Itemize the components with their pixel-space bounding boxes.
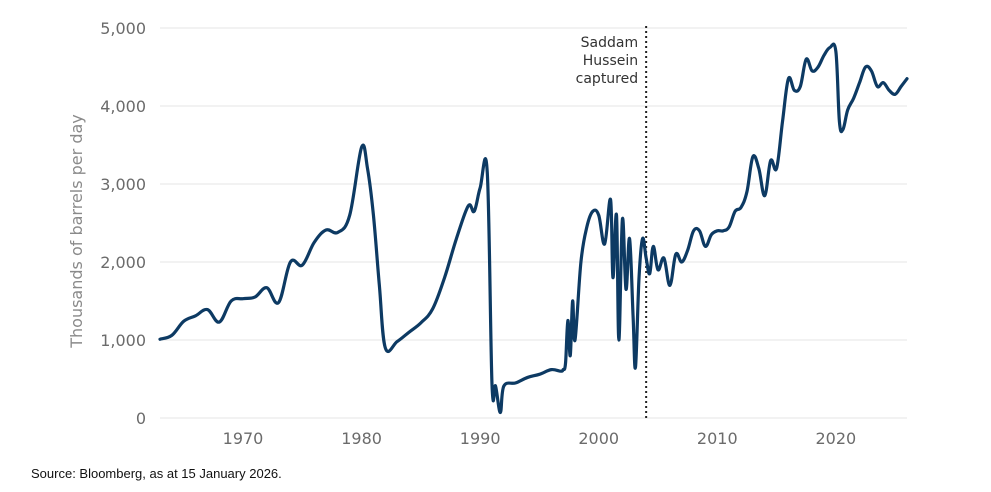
y-tick-label: 3,000 [100,175,146,194]
gridlines [160,27,907,419]
x-tick-label: 2000 [578,429,619,448]
x-tick-label: 2020 [815,429,856,448]
annotation-label: Saddam Hussein captured [576,35,638,87]
annotation-text-line: Hussein [583,53,638,69]
annotation-text-line: Saddam [581,35,638,51]
series-line-iraq-production [158,42,909,415]
source-note: Source: Bloomberg, as at 15 January 2026… [31,466,282,481]
y-tick-label: 4,000 [100,97,146,116]
y-tick-label: 5,000 [100,19,146,38]
y-tick-label: 2,000 [100,253,146,272]
x-tick-label: 1970 [223,429,264,448]
x-axis-tick-labels: 1970 1980 1990 2000 2010 2020 [223,429,857,448]
y-tick-label: 0 [136,409,146,428]
annotation-text-line: captured [576,71,638,87]
y-axis-tick-labels: 0 1,000 2,000 3,000 4,000 5,000 [100,19,146,428]
y-tick-label: 1,000 [100,331,146,350]
y-axis-title: Thousands of barrels per day [67,114,86,349]
x-tick-label: 2010 [697,429,738,448]
x-tick-label: 1980 [341,429,382,448]
x-tick-label: 1990 [460,429,501,448]
